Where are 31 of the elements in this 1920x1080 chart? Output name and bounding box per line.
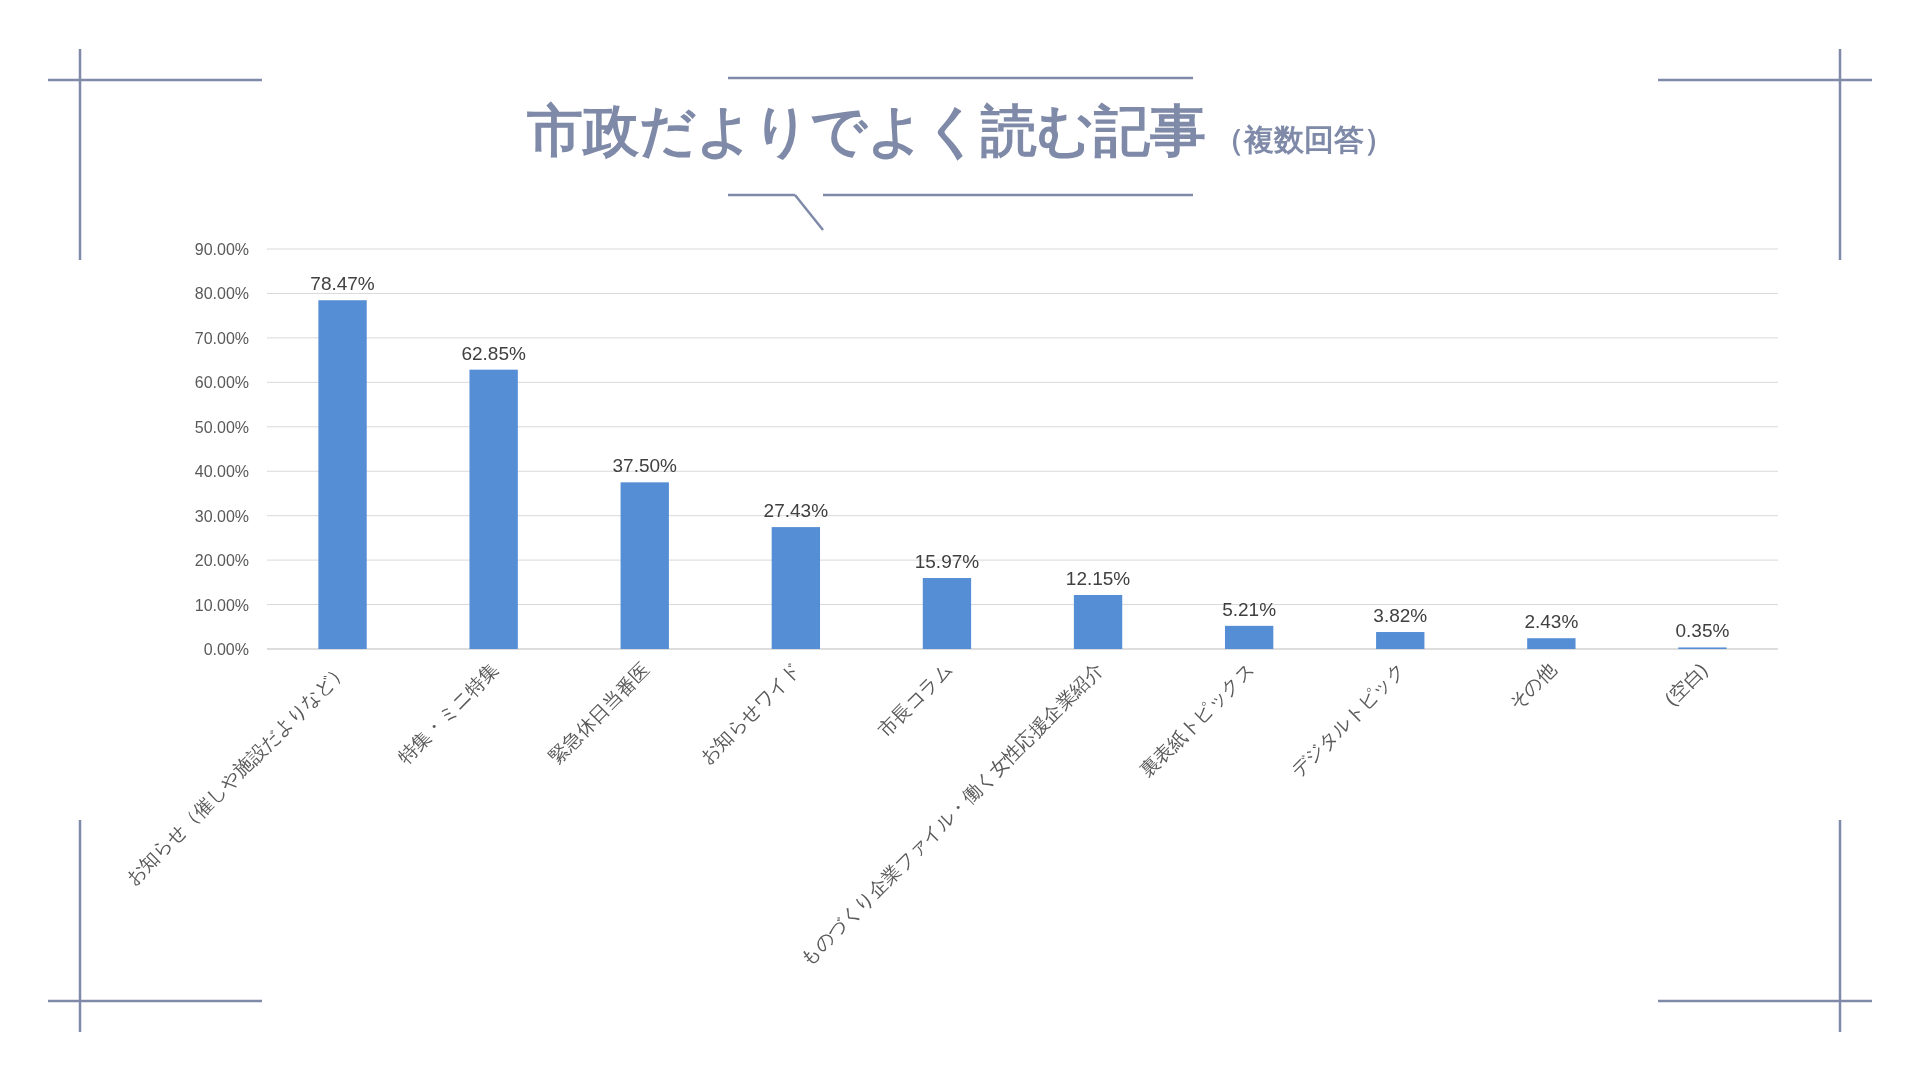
y-tick-label: 50.00% bbox=[194, 418, 249, 436]
data-label: 2.43% bbox=[1524, 611, 1579, 633]
y-tick-label: 20.00% bbox=[194, 552, 249, 570]
data-label: 5.21% bbox=[1222, 598, 1277, 620]
x-tick-label: (空白) bbox=[1660, 658, 1712, 710]
y-tick-label: 80.00% bbox=[194, 285, 249, 303]
y-tick-label: 30.00% bbox=[194, 507, 249, 525]
y-tick-label: 0.00% bbox=[203, 641, 249, 658]
y-tick-label: 60.00% bbox=[194, 374, 249, 392]
chart-subtitle: （複数回答） bbox=[1213, 123, 1394, 156]
x-tick-label: その他 bbox=[1505, 658, 1561, 715]
x-tick-label: お知らせワイド bbox=[695, 658, 805, 768]
y-tick-label: 40.00% bbox=[194, 463, 249, 481]
data-label: 62.85% bbox=[461, 342, 526, 364]
y-tick-label: 70.00% bbox=[194, 329, 249, 347]
x-tick-label: 市長コラム bbox=[873, 658, 956, 741]
x-tick-label: 緊急休日当番医 bbox=[544, 658, 654, 768]
data-label: 3.82% bbox=[1373, 605, 1428, 627]
y-tick-label: 10.00% bbox=[194, 596, 249, 614]
data-label: 12.15% bbox=[1065, 568, 1131, 589]
data-label: 37.50% bbox=[612, 455, 678, 477]
y-tick-label: 90.00% bbox=[194, 241, 249, 258]
data-label: 0.35% bbox=[1675, 620, 1730, 642]
x-tick-label: 裏表紙トピックス bbox=[1135, 658, 1258, 782]
data-label: 27.43% bbox=[763, 500, 829, 522]
data-label: 15.97% bbox=[914, 551, 980, 573]
x-tick-label: デジタルトピック bbox=[1286, 658, 1410, 782]
x-tick-label: 特集・ミニ特集 bbox=[393, 658, 503, 768]
data-label: 78.47% bbox=[310, 273, 375, 295]
chart-title: 市政だよりでよく読む記事 bbox=[525, 99, 1206, 162]
x-tick-label: お知らせ（催しや施設だよりなど） bbox=[121, 658, 352, 889]
